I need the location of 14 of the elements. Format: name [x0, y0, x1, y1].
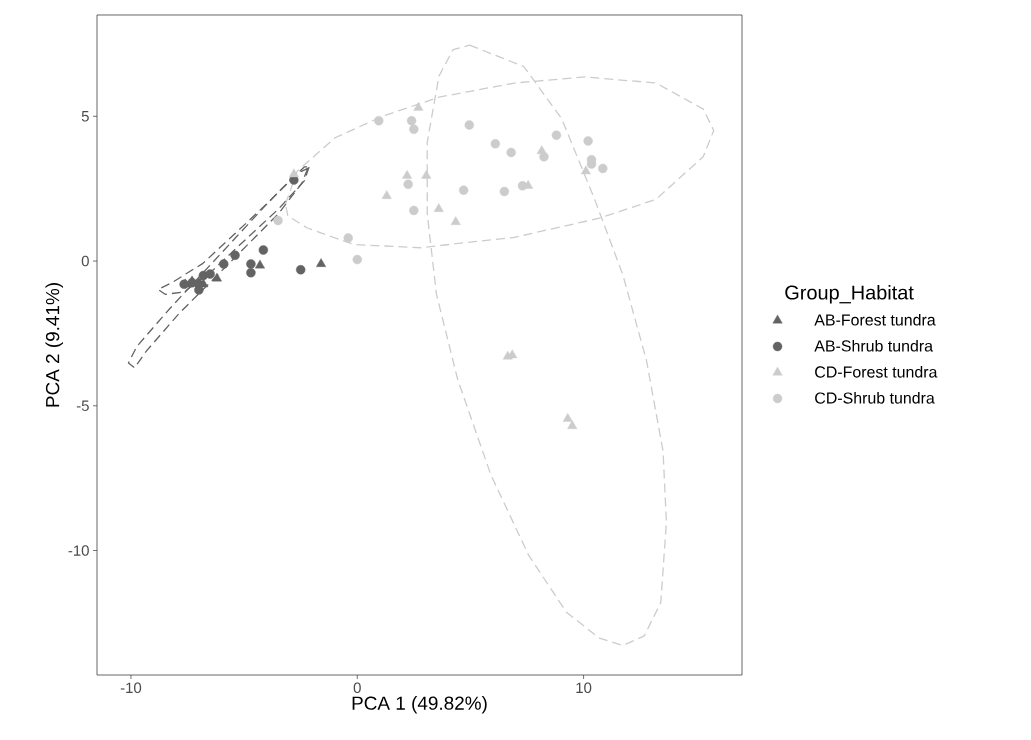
y-tick-label: -10 [68, 545, 89, 556]
y-tick-label: 5 [81, 111, 89, 122]
legend-label: CD-Forest tundra [815, 365, 938, 378]
x-tick-label: 10 [576, 682, 592, 694]
legend-title: Group_Habitat [785, 284, 914, 304]
x-tick-label: -10 [120, 682, 142, 694]
y-tick-label: 0 [81, 255, 89, 267]
x-axis-title: PCA 1 (49.82%) [352, 695, 487, 714]
y-tick-label: -5 [76, 400, 89, 411]
legend-label: AB-Forest tundra [814, 313, 936, 326]
y-axis-title: PCA 2 (9.41%) [45, 283, 64, 407]
legend-label: AB-Shrub tundra [814, 339, 933, 352]
legend-label: CD-Shrub tundra [815, 391, 935, 404]
x-tick-label: 0 [353, 682, 361, 694]
